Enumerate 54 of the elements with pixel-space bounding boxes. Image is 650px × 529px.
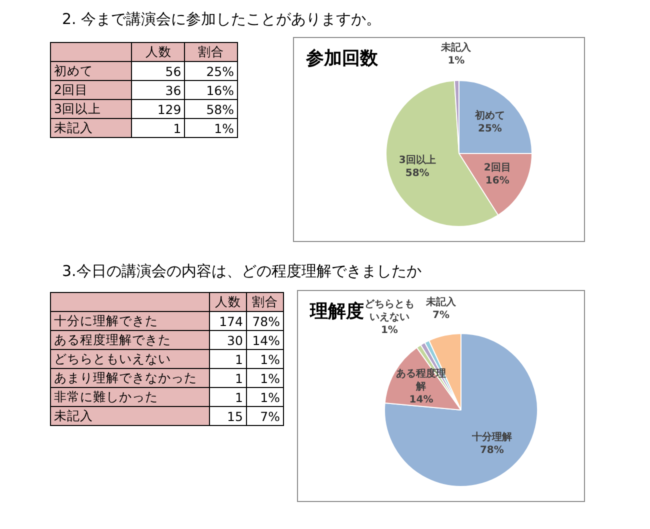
slice-label: どちらともいえない <box>364 298 414 323</box>
data-label: 1% <box>246 350 284 368</box>
slice-label: ある程度理解 <box>396 368 446 393</box>
category-label: 未記入 <box>50 406 210 426</box>
slice-label: 3回以上 <box>398 154 436 166</box>
category-label: 初めて <box>50 62 132 80</box>
data-label: 7% <box>432 310 450 321</box>
data-label: 15 <box>209 406 246 426</box>
data-label: 58% <box>405 168 430 180</box>
legend-label: 割合 <box>246 292 284 312</box>
legend-label: 割合 <box>184 42 238 62</box>
text: 3.今日の講演会の内容は、どの程度理解できましたか <box>62 262 422 281</box>
category-label: 未記入 <box>50 118 132 138</box>
text: 2. 今まで講演会に参加したことがありますか。 <box>62 10 382 29</box>
chart-title: 理解度 <box>310 300 364 323</box>
slice-label: 初めて <box>474 110 505 122</box>
category-label: あまり理解できなかった <box>50 368 210 388</box>
data-label: 56 <box>132 62 185 80</box>
data-label: 30 <box>209 330 246 350</box>
text: 人数 <box>132 42 185 62</box>
data-label: 1 <box>132 118 185 138</box>
data-label: 36 <box>132 80 185 100</box>
slice-label: 十分理解 <box>470 431 512 444</box>
category-label: 十分に理解できた <box>50 312 210 330</box>
category-label: どちらともいえない <box>50 350 210 368</box>
data-label: 7% <box>246 406 284 426</box>
data-label: 1% <box>380 324 398 336</box>
slice-label: 未記入 <box>440 42 472 54</box>
slice-label: 未記入 <box>425 296 458 308</box>
chart-title: 参加回数 <box>306 47 378 70</box>
data-label: 25% <box>478 124 502 135</box>
data-label: 78% <box>246 312 284 330</box>
data-label: 78% <box>480 445 504 456</box>
data-label: 1 <box>209 350 246 368</box>
slice-label: 2回目 <box>484 162 511 174</box>
category-label: 3回以上 <box>50 100 132 118</box>
category-label: 2回目 <box>50 80 132 100</box>
data-label: 16% <box>184 80 238 100</box>
data-label: 16% <box>485 176 510 187</box>
text: 人数 <box>209 292 246 312</box>
data-label: 1% <box>246 368 284 388</box>
data-label: 1 <box>209 388 246 406</box>
category-label: 非常に難しかった <box>50 388 210 406</box>
data-label: 1 <box>209 368 246 388</box>
data-label: 25% <box>184 62 238 80</box>
data-label: 1% <box>448 56 465 67</box>
data-label: 58% <box>184 100 238 118</box>
data-label: 174 <box>209 312 246 330</box>
data-label: 14% <box>409 394 434 406</box>
data-label: 1% <box>184 118 238 138</box>
data-label: 1% <box>246 388 284 406</box>
category-label: ある程度理解できた <box>50 330 210 350</box>
data-label: 14% <box>246 330 284 350</box>
data-label: 129 <box>132 100 185 118</box>
